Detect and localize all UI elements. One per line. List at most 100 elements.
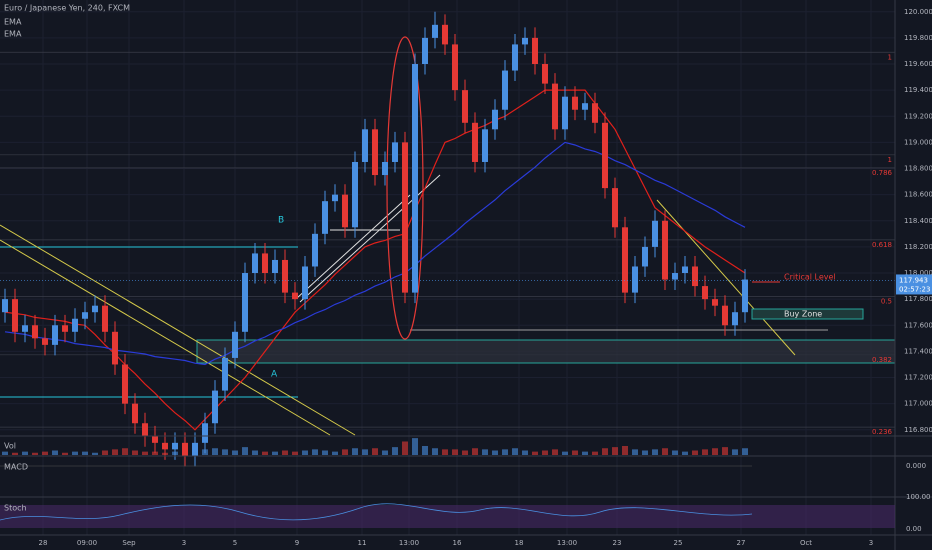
y-tick-label: 116.800 [904,426,932,434]
volume-bar [562,451,568,455]
volume-bar [122,448,128,455]
volume-bar [2,451,8,455]
volume-bar [402,441,408,455]
candle-body [512,44,518,71]
x-tick-label: 9 [295,539,299,547]
y-tick-label: 119.600 [904,60,932,68]
fib-label: 0.382 [872,356,892,364]
candle-body [232,331,238,358]
y-tick-label: 117.400 [904,347,932,355]
volume-bar [452,449,458,455]
volume-bar [152,451,158,455]
candle-body [182,442,188,456]
volume-bar [722,447,728,455]
candle-body [392,142,398,162]
x-tick-label: 23 [613,539,622,547]
volume-bar [92,452,98,455]
candle-body [742,279,748,313]
candle-body [442,24,448,45]
x-tick-label: 28 [39,539,48,547]
candle-body [172,442,178,450]
volume-bar [172,451,178,455]
volume-bar [342,449,348,455]
x-tick-label: 25 [674,539,683,547]
volume-bar [692,450,698,455]
fib-label: 0.618 [872,241,892,249]
price-tag [896,274,932,295]
volume-bar [112,449,118,455]
x-tick-label: 13:00 [557,539,577,547]
volume-bar [532,451,538,455]
volume-bar [362,449,368,455]
trend-line [0,224,356,436]
volume-bar [682,451,688,455]
candle-body [212,390,218,424]
candle-body [562,96,568,130]
volume-bar [592,451,598,455]
candle-body [132,403,138,424]
volume-bar [642,450,648,455]
candle-body [192,442,198,456]
candle-body [252,253,258,274]
volume-bar [332,451,338,455]
volume-bar [52,450,58,455]
highlight-ellipse [386,36,424,340]
volume-bar [662,448,668,455]
candle-body [162,442,168,450]
volume-bar [422,446,428,455]
candle-body [652,220,658,247]
candle-body [202,423,208,443]
x-tick-label: 3 [182,539,186,547]
volume-bar [582,451,588,455]
panel-tick: 0.00 [906,525,922,533]
candle-body [662,220,668,280]
volume-bar [742,448,748,455]
volume-bar [162,452,168,455]
candle-body [402,142,408,293]
x-tick-label: 18 [515,539,524,547]
volume-bar [382,450,388,455]
volume-bar [202,449,208,455]
volume-bar [672,450,678,455]
candle-body [382,161,388,176]
candle-body [622,227,628,293]
candle-body [422,37,428,65]
x-tick-label: 27 [737,539,746,547]
volume-bar [432,448,438,455]
y-tick-label: 119.400 [904,86,932,94]
point-label: B [278,216,284,226]
y-tick-label: 117.200 [904,374,932,382]
candle-body [92,305,98,313]
candle-body [632,266,638,293]
point-label: A [271,370,278,380]
y-tick-label: 117.800 [904,295,932,303]
fib-label: 0.5 [881,298,892,306]
y-tick-label: 118.400 [904,217,932,225]
volume-bar [322,450,328,455]
volume-bar [282,450,288,455]
x-tick-label: 09:00 [77,539,97,547]
volume-bar [142,451,148,455]
candle-body [2,299,8,313]
candle-body [292,292,298,300]
volume-bar [632,449,638,455]
fib-label: 1 [888,156,892,164]
candle-body [52,325,58,345]
x-tick-label: 5 [233,539,237,547]
fib-label: 0.786 [872,169,893,177]
volume-bar [412,438,418,455]
volume-bar [512,448,518,455]
candle-body [102,305,108,332]
x-tick-label: 16 [453,539,462,547]
candle-body [332,194,338,202]
stoch-band [0,505,895,528]
candle-body [372,129,378,176]
volume-bar [272,451,278,455]
stoch-line [0,503,753,521]
candle-body [262,253,268,274]
volume-bar [622,446,628,455]
volume-bar [212,448,218,455]
volume-bar [42,451,48,455]
candle-body [572,96,578,110]
